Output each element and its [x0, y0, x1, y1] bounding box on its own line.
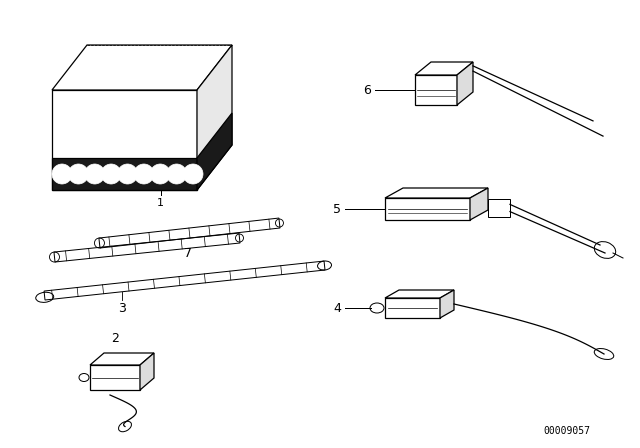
Polygon shape [52, 158, 197, 190]
Circle shape [183, 164, 203, 184]
Polygon shape [140, 353, 154, 390]
Circle shape [134, 164, 154, 184]
Polygon shape [385, 188, 488, 198]
Polygon shape [197, 45, 232, 190]
Text: 00009057: 00009057 [543, 426, 590, 436]
Polygon shape [385, 298, 440, 318]
Circle shape [166, 164, 187, 184]
Circle shape [52, 164, 72, 184]
Text: 3: 3 [118, 302, 126, 315]
Circle shape [84, 164, 105, 184]
Polygon shape [52, 45, 232, 90]
Polygon shape [90, 365, 140, 390]
Text: 5: 5 [333, 202, 341, 215]
Circle shape [118, 164, 138, 184]
Polygon shape [385, 290, 454, 298]
Text: 7: 7 [184, 246, 192, 259]
Polygon shape [52, 90, 197, 190]
Text: 2: 2 [111, 332, 119, 345]
Polygon shape [385, 198, 470, 220]
Text: 6: 6 [363, 83, 371, 96]
Polygon shape [470, 188, 488, 220]
Circle shape [150, 164, 170, 184]
Polygon shape [415, 62, 473, 75]
Polygon shape [90, 353, 154, 365]
Polygon shape [415, 75, 457, 105]
Polygon shape [440, 290, 454, 318]
Text: 1: 1 [157, 198, 164, 208]
Circle shape [101, 164, 121, 184]
Polygon shape [197, 113, 232, 190]
Text: 4: 4 [333, 302, 341, 314]
Polygon shape [457, 62, 473, 105]
Circle shape [68, 164, 88, 184]
Polygon shape [488, 199, 510, 217]
